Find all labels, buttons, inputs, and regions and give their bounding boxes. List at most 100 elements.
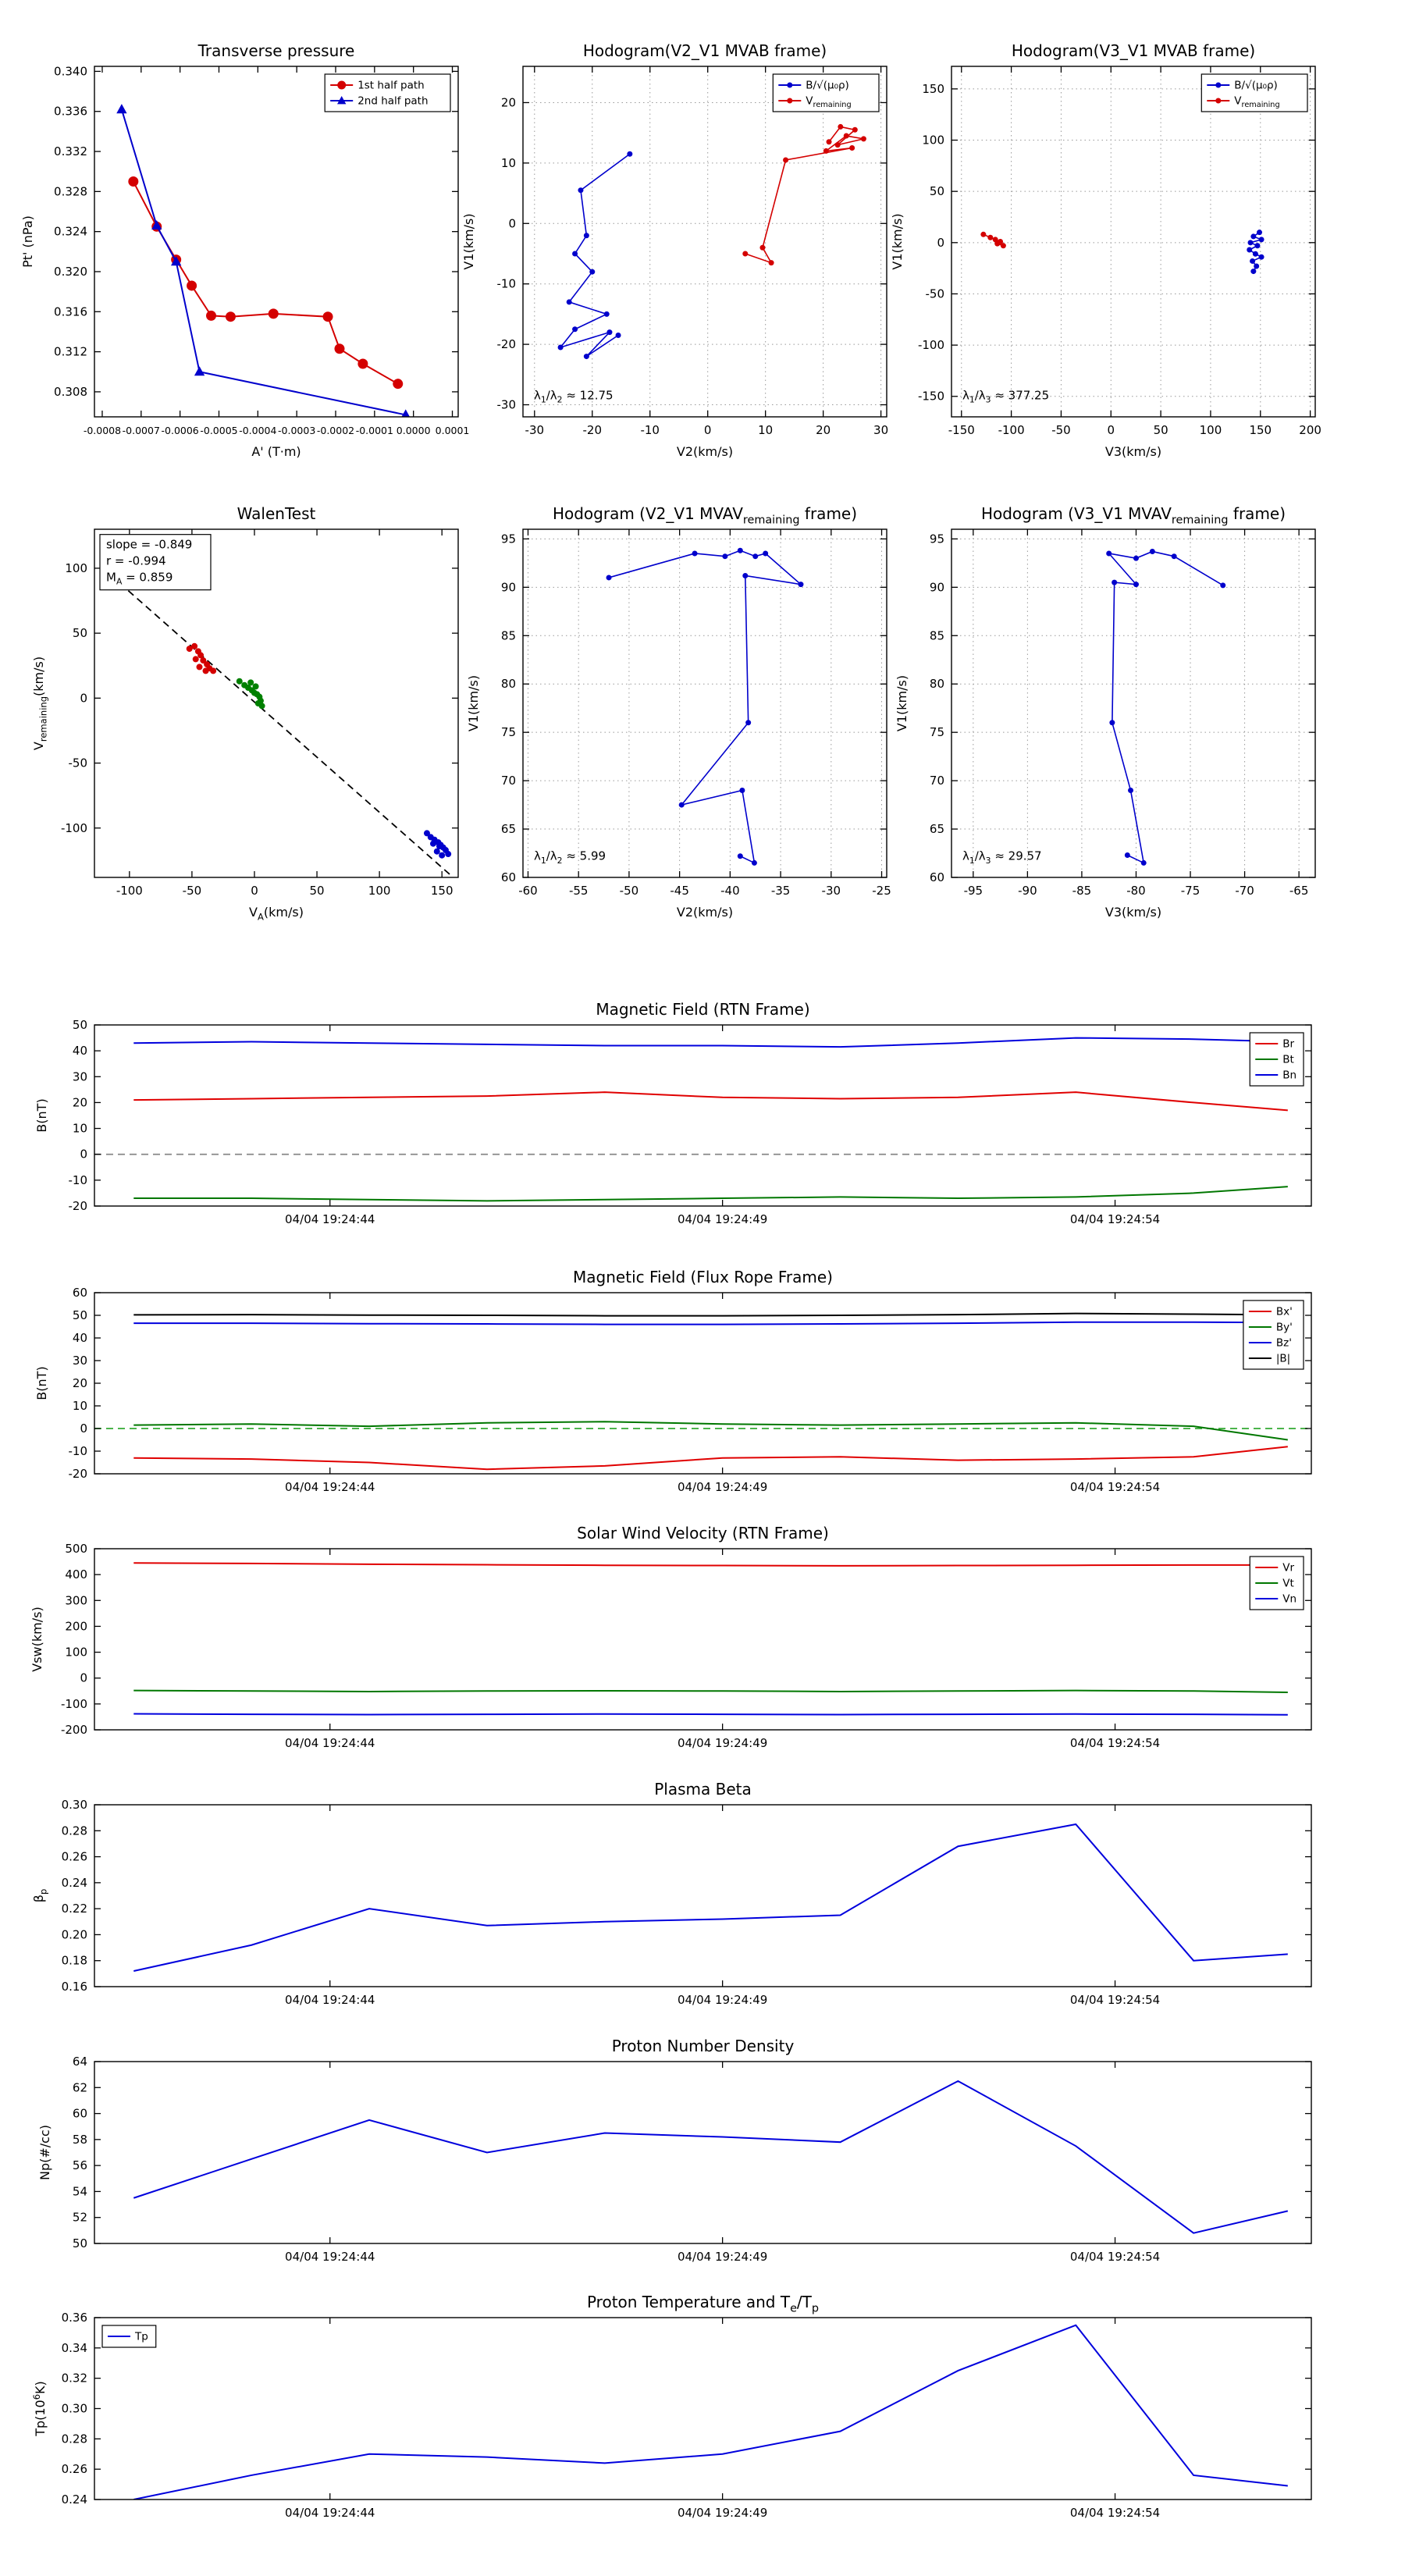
x-tick-label: 0.0001 [436,425,470,436]
series-tp [133,2324,1288,2500]
legend-label: Vremaining [806,95,851,110]
y-tick-label: 0 [508,216,516,230]
y-tick-label: 0.336 [54,105,87,119]
y-tick-label: 70 [501,774,516,788]
y-tick-label: 0.16 [62,1980,87,1994]
series-by- [133,1421,1288,1441]
y-tick-label: 0 [80,1421,87,1436]
y-tick-label: 60 [501,870,516,884]
panel-mag-rtn: 04/04 19:24:44 04/04 19:24:49 04/04 19:24:… [34,1000,1312,1226]
mag-fluxrope-ylabel: B(nT) [34,1366,49,1400]
y-tick-label: 0.18 [62,1954,87,1968]
proton-density-ylabel: Np(#/cc) [37,2125,52,2180]
panel-hodogram-v2v1-mvab: -30 -20 -10 0 10 20 30 -30 -20 -10 0 10 20 Hodogram(V… [461,41,888,459]
y-tick-label: 85 [930,628,944,642]
mag-fluxrope-title: Magnetic Field (Flux Rope Frame) [573,1268,833,1286]
y-tick-label: 0 [937,236,944,250]
y-tick-label: -100 [61,1697,87,1711]
transverse-pressure-axes [94,66,459,418]
vsw-rtn-axes [94,1548,1312,1731]
y-tick-label: -10 [497,277,517,291]
x-tick-label: -70 [1235,884,1254,898]
legend-label: Vr [1282,1562,1294,1574]
legend-label: Br [1282,1038,1294,1051]
x-tick-label: -85 [1072,884,1092,898]
x-tick-label: -25 [872,884,891,898]
x-tick-label: -50 [1051,423,1071,437]
hodogram-v3v1-mvav-ylabel: V1(km/s) [895,675,909,731]
x-tick-label: 04/04 19:24:54 [1070,1993,1160,2007]
x-tick-label: 0.0000 [397,425,431,436]
mag-rtn-title: Magnetic Field (RTN Frame) [596,1000,809,1019]
hodogram-v3v1-mvab-xlabel: V3(km/s) [1105,444,1161,459]
series-vn [133,1713,1288,1716]
vsw-rtn-title: Solar Wind Velocity (RTN Frame) [577,1524,829,1542]
series-b-alfven [557,151,633,360]
y-tick-label: 0.308 [54,385,87,399]
y-tick-label: 0.26 [62,2462,87,2476]
y-tick-label: -20 [69,1467,88,1481]
series-fit-line [101,567,451,876]
x-tick-label: 50 [1154,423,1168,437]
y-tick-label: 0.328 [54,184,87,198]
x-tick-label: 150 [1249,423,1272,437]
legend-label: B/√(μ₀ρ) [806,80,849,92]
y-tick-label: -20 [69,1199,88,1213]
hodogram-v3v1-mvab-axes [951,66,1316,418]
x-tick-label: -45 [670,884,689,898]
series-2nd-half-path [116,104,411,417]
annotation: λ1/λ3 ≈ 29.57 [962,849,1042,866]
hodogram-v2v1-mvav-axes [522,528,887,878]
y-tick-label: -10 [69,1173,88,1187]
y-tick-label: 100 [65,561,87,575]
hodogram-v2v1-mvab-ylabel: V1(km/s) [461,213,476,269]
x-tick-label: 30 [873,423,888,437]
plasma-beta-title: Plasma Beta [654,1780,752,1799]
x-tick-label: -30 [525,423,545,437]
panel-hodogram-v3v1-mvav: -95 -90 -85 -80 -75 -70 -65 60 65 70 75 80 85 90 95 Hod… [895,504,1316,920]
x-tick-label: 04/04 19:24:49 [678,1993,767,2007]
legend-label: Bn [1282,1069,1297,1082]
y-tick-label: 80 [930,677,944,691]
x-tick-label: -0.0001 [356,425,393,436]
series-vr [133,1562,1288,1567]
y-tick-label: -50 [69,756,88,770]
annotation: λ1/λ2 ≈ 5.99 [534,849,606,866]
series--b- [133,1312,1288,1317]
panel-vsw-rtn: 04/04 19:24:44 04/04 19:24:49 04/04 19:24:… [30,1524,1312,1750]
legend-label: Vremaining [1234,95,1279,110]
y-tick-label: 58 [73,2133,87,2147]
y-tick-label: 90 [930,580,944,594]
y-tick-label: 40 [73,1044,87,1058]
y-tick-label: 20 [501,95,516,109]
y-tick-label: 0 [80,1671,87,1685]
legend-label: Bt [1282,1054,1294,1066]
x-tick-label: -0.0004 [239,425,276,436]
y-tick-label: 65 [930,822,944,836]
x-tick-label: 04/04 19:24:44 [285,1212,375,1226]
mag-fluxrope-legend: Bx' By' Bz' |B| [1243,1300,1304,1370]
hodogram-v3v1-mvab-ylabel: V1(km/s) [890,213,905,269]
x-tick-label: -0.0008 [84,425,121,436]
y-tick-label: 10 [73,1122,87,1136]
x-tick-label: 200 [1299,423,1321,437]
panel-proton-density: 04/04 19:24:44 04/04 19:24:49 04/04 19:24:… [37,2037,1312,2264]
y-tick-label: -150 [918,390,944,404]
annotation: λ1/λ3 ≈ 377.25 [962,389,1049,405]
y-tick-label: -100 [918,338,944,352]
y-tick-label: 60 [73,1286,87,1300]
legend-label: Vt [1282,1578,1294,1590]
y-tick-label: 0.30 [62,2402,87,2416]
y-tick-label: 0.28 [62,2432,87,2446]
vsw-rtn-ylabel: Vsw(km/s) [30,1606,44,1671]
x-tick-label: -0.0005 [200,425,237,436]
y-tick-label: -20 [497,337,517,351]
series-beta-p [133,1823,1288,1973]
x-tick-label: 04/04 19:24:54 [1070,1212,1160,1226]
legend-label: Bx' [1276,1306,1293,1318]
hodogram-v3v1-mvav-axes [951,528,1316,878]
y-tick-label: 0.332 [54,144,87,158]
annotation-line: MA = 0.859 [106,571,173,587]
y-tick-label: 20 [73,1376,87,1390]
